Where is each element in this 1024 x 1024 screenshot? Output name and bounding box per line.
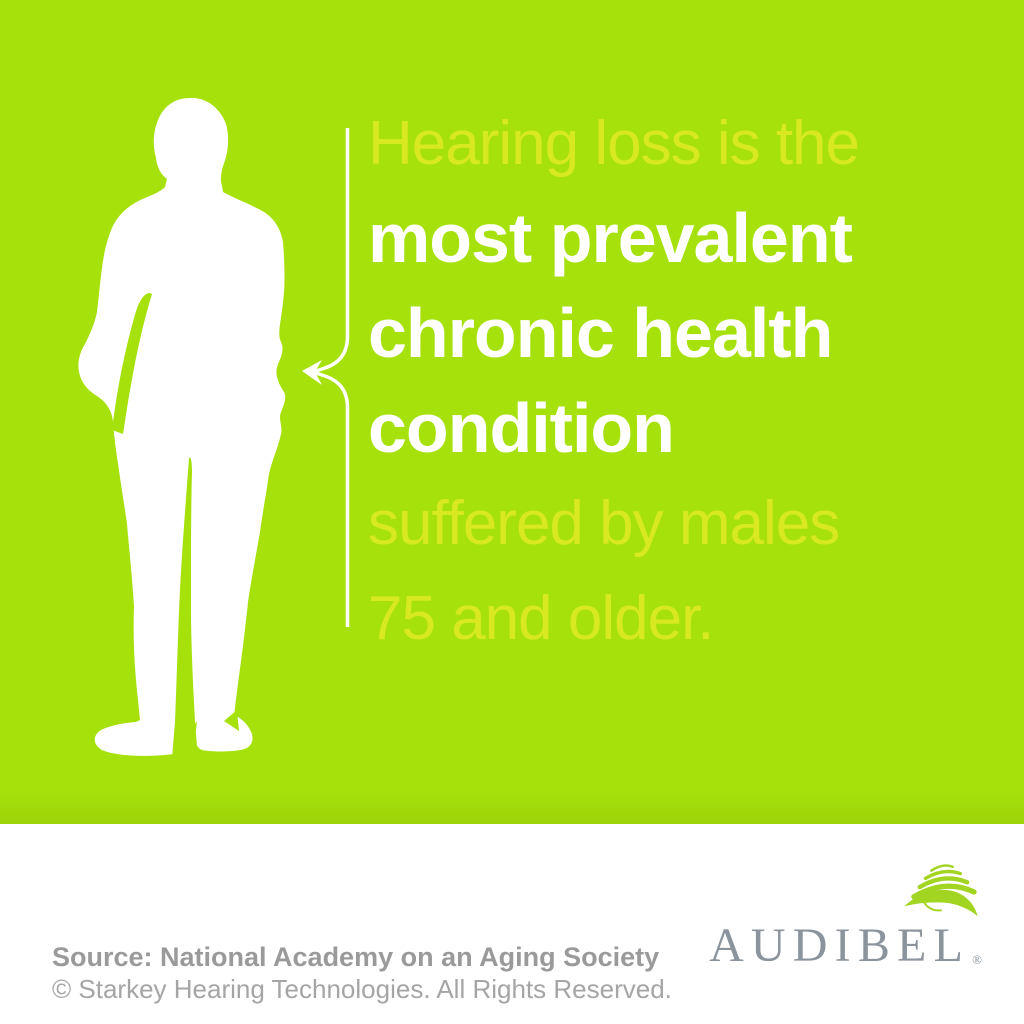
source-text: Source: National Academy on an Aging Soc… — [52, 942, 660, 972]
headline-line-5: suffered by males — [368, 489, 840, 558]
headline-line-3: chronic health — [368, 294, 833, 372]
registered-trademark-symbol: ® — [972, 952, 982, 967]
headline-line-4: condition — [368, 389, 675, 467]
audibel-logo: AUDIBEL ® — [682, 860, 982, 972]
headline-block: Hearing loss is the most prevalent chron… — [368, 96, 1008, 666]
headline-line-2: most prevalent — [368, 199, 853, 277]
headline-line-1: Hearing loss is the — [368, 109, 860, 178]
headline-line-6: 75 and older. — [368, 584, 715, 653]
audibel-swoosh-icon — [904, 864, 978, 917]
audibel-wordmark: AUDIBEL ® — [709, 919, 982, 972]
standing-man-silhouette — [78, 97, 322, 758]
audibel-wordmark-text: AUDIBEL — [709, 919, 971, 972]
copyright-text: © Starkey Hearing Technologies. All Righ… — [52, 974, 672, 1004]
curly-brace-connector — [307, 128, 350, 627]
